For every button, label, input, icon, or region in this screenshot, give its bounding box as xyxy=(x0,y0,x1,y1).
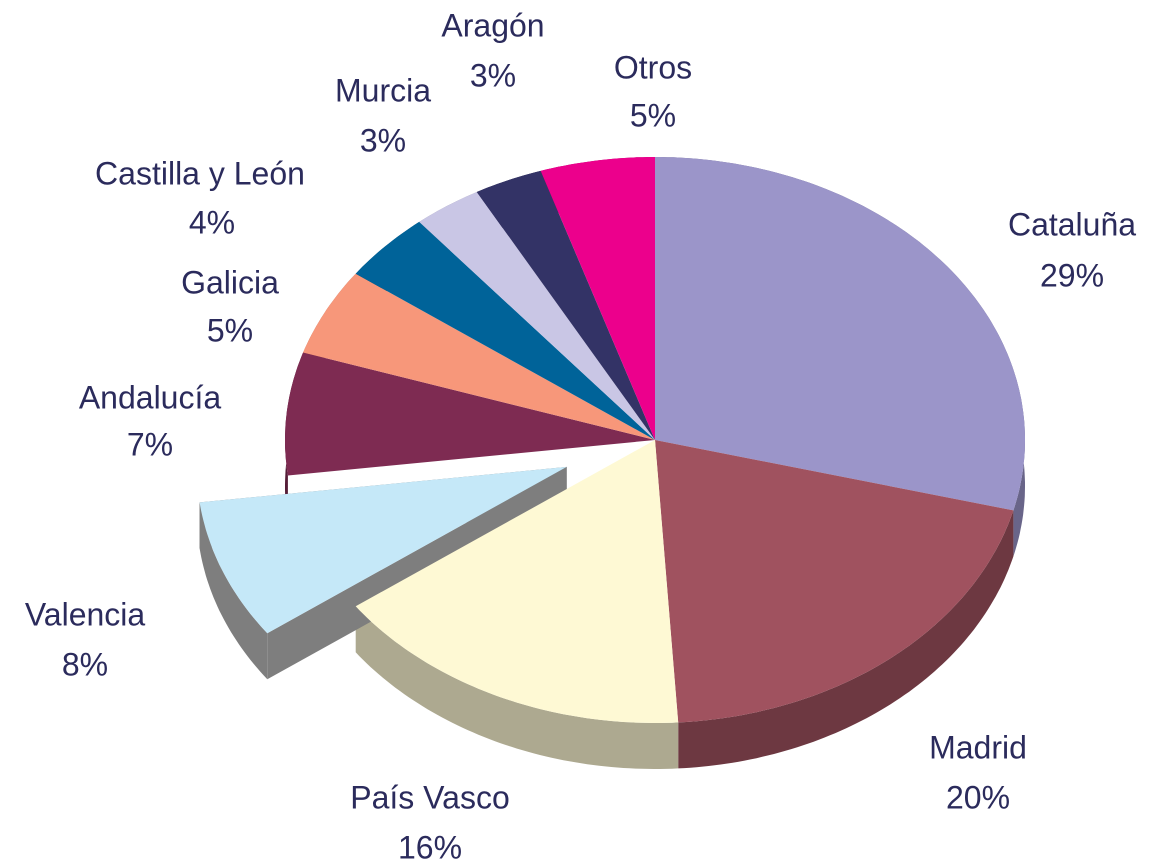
slice xyxy=(355,440,679,723)
slice-side xyxy=(355,606,679,769)
slice-value-label: 4% xyxy=(189,204,235,240)
slice-side xyxy=(678,510,1014,769)
slice-value-label: 16% xyxy=(398,829,462,863)
slice-value-label: 5% xyxy=(207,312,253,348)
slice-label: Aragón xyxy=(441,7,544,43)
slice-label: Cataluña xyxy=(1008,206,1136,242)
slice xyxy=(655,440,1014,723)
slice-label: Madrid xyxy=(929,729,1027,765)
slice xyxy=(199,466,567,634)
slice-label: Galicia xyxy=(181,264,279,300)
slice xyxy=(540,157,655,440)
slice xyxy=(419,192,655,440)
slice-value-label: 3% xyxy=(360,122,406,158)
slice-value-label: 7% xyxy=(127,426,173,462)
slice-label: Otros xyxy=(614,49,692,85)
slice xyxy=(285,352,655,476)
slice-value-label: 8% xyxy=(62,646,108,682)
slice-value-label: 5% xyxy=(630,97,676,133)
slice-label: Murcia xyxy=(335,72,431,108)
slice xyxy=(655,157,1025,511)
slice xyxy=(303,273,655,440)
slice-label: Valencia xyxy=(25,596,146,632)
slice xyxy=(476,170,655,440)
slice-value-label: 3% xyxy=(470,57,516,93)
slice-label: País Vasco xyxy=(350,779,509,815)
slice-label: Castilla y León xyxy=(95,155,305,191)
slice-side xyxy=(199,502,268,680)
slice-value-label: 20% xyxy=(946,779,1010,815)
slice xyxy=(355,221,655,440)
slice-label: Andalucía xyxy=(79,379,222,415)
slice-value-label: 29% xyxy=(1040,257,1104,293)
